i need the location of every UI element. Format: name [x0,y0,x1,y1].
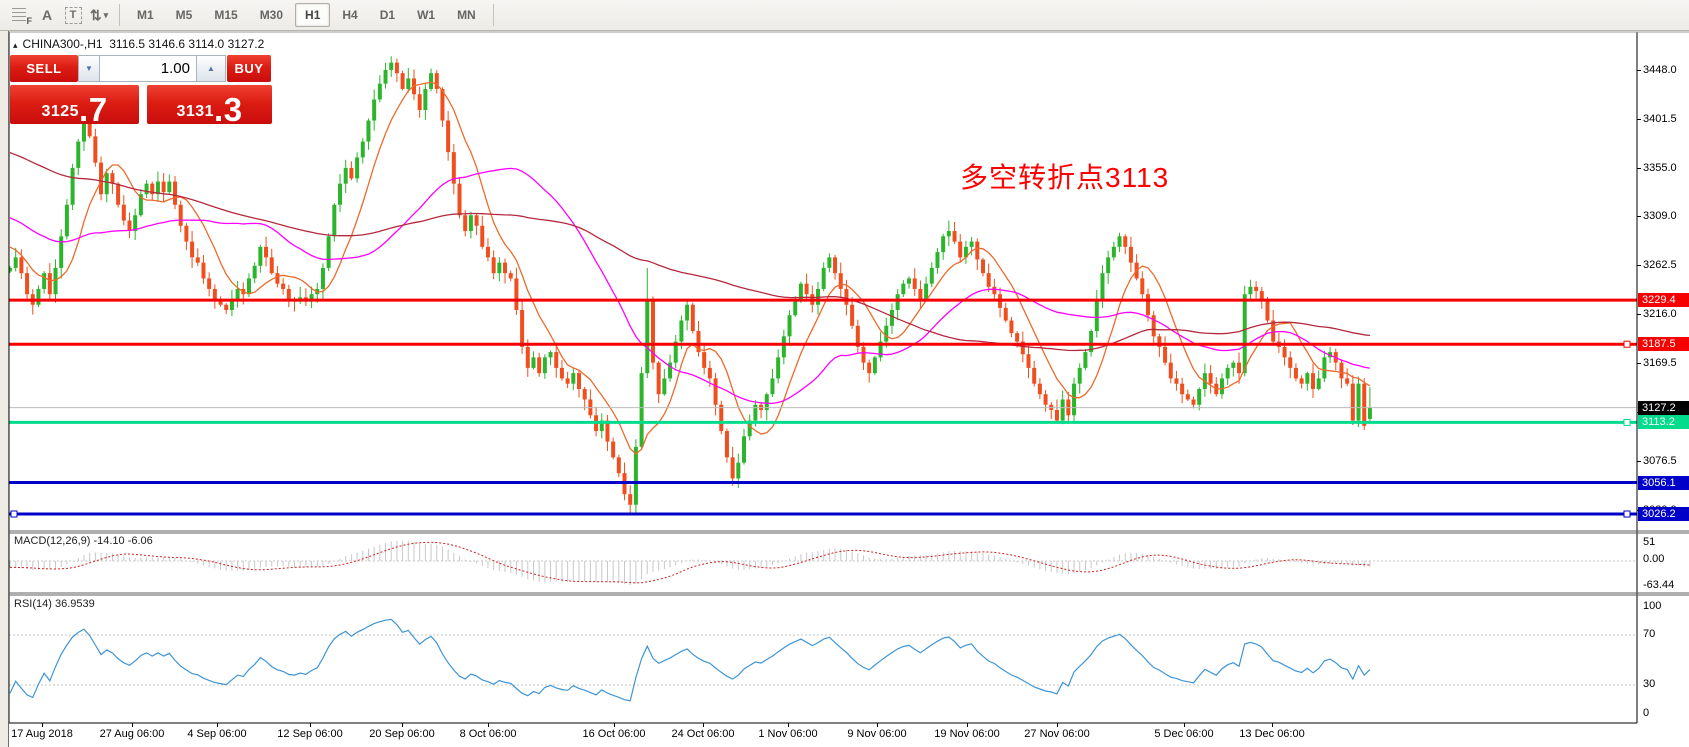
time-tick-label: 17 Aug 2018 [11,728,73,740]
sell-button[interactable]: SELL [10,55,78,82]
macd-scale-tick: -63.44 [1643,579,1675,591]
time-tick-label: 27 Aug 06:00 [99,728,165,740]
price-tick: 3262.5 [1643,259,1677,272]
buy-button[interactable]: BUY [227,55,271,82]
time-tick-label: 8 Oct 06:00 [459,728,517,740]
rsi-line [9,618,1371,702]
toolbar-separator [119,4,120,26]
rsi-scale-tick: 30 [1643,678,1656,690]
moving-averages [9,81,1371,455]
toolbar: F A T ⇅ ▾ M1 M5 M15 M30 H1 H4 D1 W1 MN [0,0,1689,31]
ma-slow [9,151,1370,352]
buy-price-frac: .3 [214,90,243,128]
new-order-grid-icon[interactable]: F [8,3,34,27]
timeframe-button-h1[interactable]: H1 [295,3,331,27]
down-arrow-icon: ▼ [85,64,93,73]
price-tick: 3076.5 [1643,455,1677,468]
time-tick-label: 13 Dec 06:00 [1239,728,1305,740]
timeframe-button-m15[interactable]: M15 [214,8,238,22]
time-tick-label: 20 Sep 06:00 [369,728,435,740]
rsi-scale-tick: 100 [1643,600,1662,612]
time-tick-label: 4 Sep 06:00 [187,728,247,740]
sell-price-frac: .7 [79,90,108,128]
grid-glyph: F [12,8,32,26]
buy-price-box[interactable]: 3131 .3 [147,85,272,128]
timeframe-button-d1[interactable]: D1 [379,8,396,22]
text-label-icon[interactable]: T [60,3,86,27]
macd-indicator-label: MACD(12,26,9) -14.10 -6.06 [14,535,153,547]
price-tick: 3169.5 [1643,357,1677,370]
timeframe-button-m30[interactable]: M30 [259,8,284,22]
rsi-scale-tick: 0 [1643,707,1650,719]
rsi-indicator-label: RSI(14) 36.9539 [14,598,95,610]
symbol-period: CHINA300-,H1 [22,37,103,51]
rsi-scale-tick: 70 [1643,628,1656,640]
volume-decrease-button[interactable]: ▼ [78,55,100,82]
t-box-glyph: T [64,6,82,24]
volume-increase-button[interactable]: ▲ [196,55,226,82]
price-badge-3229.4: 3229.4 [1638,293,1689,308]
toolbar-separator [492,4,494,26]
macd-panel [9,540,1637,585]
chart-annotation-text: 多空转折点3113 [960,162,1170,193]
timeframe-button-h4[interactable]: H4 [342,8,358,22]
one-click-trading-panel: SELL ▼ ▲ BUY 3125 .7 3131 .3 [10,55,276,128]
timeframe-button-m1[interactable]: M1 [137,8,154,22]
ohlc-values: 3116.5 3146.6 3114.0 3127.2 [109,37,265,51]
price-tick: 3355.0 [1643,161,1677,174]
timeframe-button-m5[interactable]: M5 [175,8,193,22]
up-arrow-icon: ▲ [207,64,215,73]
time-tick-label: 19 Nov 06:00 [934,728,1000,740]
ma-mid [9,167,1371,405]
price-badge-3056.1: 3056.1 [1638,475,1689,490]
time-tick-label: 1 Nov 06:00 [758,728,818,740]
time-tick-label: 27 Nov 06:00 [1024,728,1090,740]
price-tick: 3309.0 [1643,210,1677,223]
macd-signal-line [10,541,1370,584]
price-badge-3113.2: 3113.2 [1638,415,1689,430]
sell-price-box[interactable]: 3125 .7 [10,85,139,128]
candlesticks [8,56,1372,515]
time-tick-label: 12 Sep 06:00 [277,728,343,740]
price-badge-3026.2: 3026.2 [1638,507,1689,521]
time-tick-label: 5 Dec 06:00 [1154,728,1214,740]
macd-scale-tick: 0.00 [1643,553,1665,565]
chevron-down-icon[interactable]: ▾ [103,9,109,20]
volume-input[interactable] [100,55,196,82]
price-badge-3127.2: 3127.2 [1638,400,1689,415]
horizontal-line-objects [9,298,1637,518]
price-tick: 3216.0 [1643,308,1677,321]
chart-frame [0,31,1689,724]
timeframe-toolbar: M1 M5 M15 M30 H1 H4 D1 W1 MN [127,3,486,27]
window-left-border [0,31,9,747]
macd-scale-tick: 51 [1643,536,1656,548]
timeframe-button-mn[interactable]: MN [457,8,476,22]
text-icon[interactable]: A [41,7,53,23]
collapse-triangle-icon[interactable]: ▴ [13,40,18,50]
arrows-icon[interactable]: ⇅ ▾ [89,6,109,23]
time-tick-label: 24 Oct 06:00 [671,728,735,740]
ma-fast [9,81,1371,455]
chart-title: ▴ CHINA300-,H1 3116.5 3146.6 3114.0 3127.… [13,37,264,51]
price-badge-3187.5: 3187.5 [1638,337,1689,352]
time-tick-label: 9 Nov 06:00 [847,728,907,740]
chart-window [0,31,1689,747]
sell-price-int: 3125 [41,103,80,120]
rsi-panel [9,618,1637,702]
price-tick: 3401.5 [1643,112,1677,125]
price-tick: 3448.0 [1643,64,1677,76]
time-tick-label: 16 Oct 06:00 [582,728,646,740]
timeframe-button-w1[interactable]: W1 [417,8,436,22]
buy-price-int: 3131 [176,103,215,120]
